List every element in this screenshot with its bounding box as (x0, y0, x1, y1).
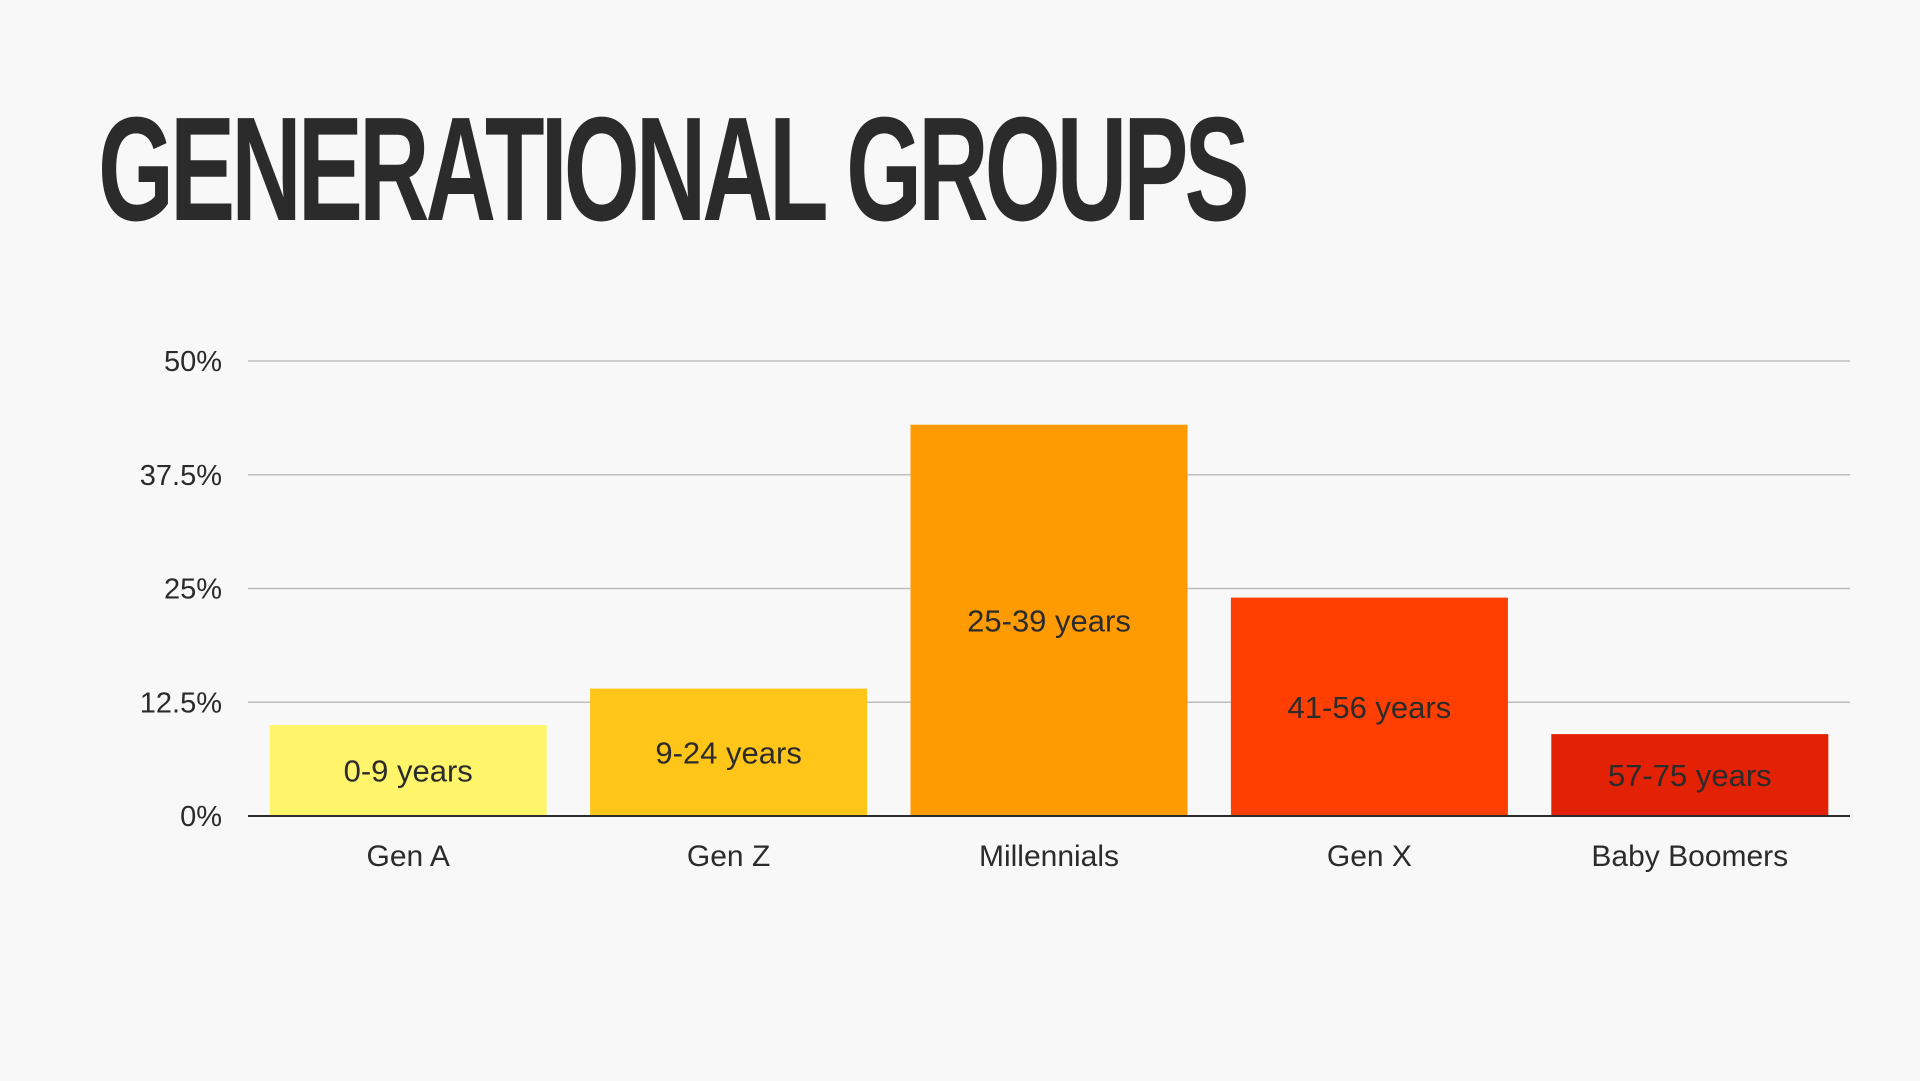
y-tick-label: 12.5% (140, 687, 222, 719)
bar (910, 424, 1188, 816)
y-tick-label: 25% (164, 574, 222, 606)
x-tick-label: Gen Z (687, 840, 770, 873)
bar-data-label: 57-75 years (1608, 758, 1772, 793)
bar (269, 725, 547, 816)
page-title: GENERATIONAL GROUPS (98, 87, 1250, 252)
bar-data-label: 41-56 years (1288, 690, 1452, 725)
x-tick-label: Baby Boomers (1591, 840, 1788, 873)
bar-data-label: 9-24 years (655, 735, 801, 770)
bar-data-label: 0-9 years (344, 754, 473, 789)
x-tick-label: Millennials (979, 840, 1119, 873)
x-tick-label: Gen A (366, 840, 449, 873)
y-tick-label: 37.5% (140, 460, 222, 492)
bar-data-label: 25-39 years (967, 603, 1131, 638)
x-tick-label: Gen X (1327, 840, 1412, 873)
bar (1551, 734, 1829, 816)
y-tick-label: 50% (164, 346, 222, 378)
bar (1230, 597, 1508, 816)
y-tick-label: 0% (180, 801, 222, 833)
bar (590, 688, 868, 816)
